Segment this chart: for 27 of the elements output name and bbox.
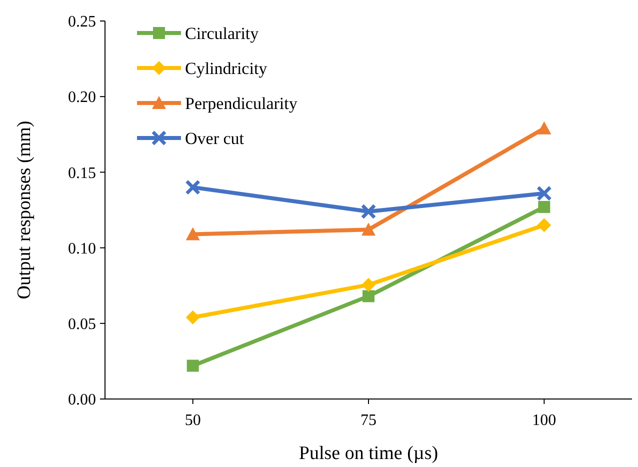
y-tick-label: 0.20: [68, 89, 96, 106]
point: [186, 180, 200, 195]
point: [186, 227, 200, 240]
point: [362, 278, 376, 292]
y-tick-label: 0.10: [68, 240, 96, 258]
legend-label: Circularity: [185, 24, 260, 43]
point: [362, 290, 374, 302]
point: [537, 121, 552, 134]
y-tick-label: 0.05: [68, 316, 96, 333]
x-axis-title: Pulse on time (µs): [298, 443, 438, 464]
legend-label: Cylindricity: [185, 58, 268, 78]
point: [186, 360, 199, 372]
y-tick-label: 0.25: [68, 14, 96, 31]
x-tick-label: 100: [532, 412, 556, 429]
point: [186, 310, 200, 324]
point: [537, 218, 552, 232]
x-tick-label: 75: [360, 412, 376, 429]
x-tick-label: 50: [184, 412, 201, 429]
point: [361, 204, 376, 219]
y-axis-title: Output responses (mm): [14, 120, 35, 300]
y-tick-label: 0.15: [68, 164, 96, 182]
point: [536, 186, 552, 201]
legend-label: Over cut: [185, 128, 244, 148]
y-tick-label: 0.00: [68, 392, 96, 409]
point: [538, 200, 550, 213]
point: [362, 222, 376, 236]
legend-label: Perpendicularity: [185, 94, 298, 113]
